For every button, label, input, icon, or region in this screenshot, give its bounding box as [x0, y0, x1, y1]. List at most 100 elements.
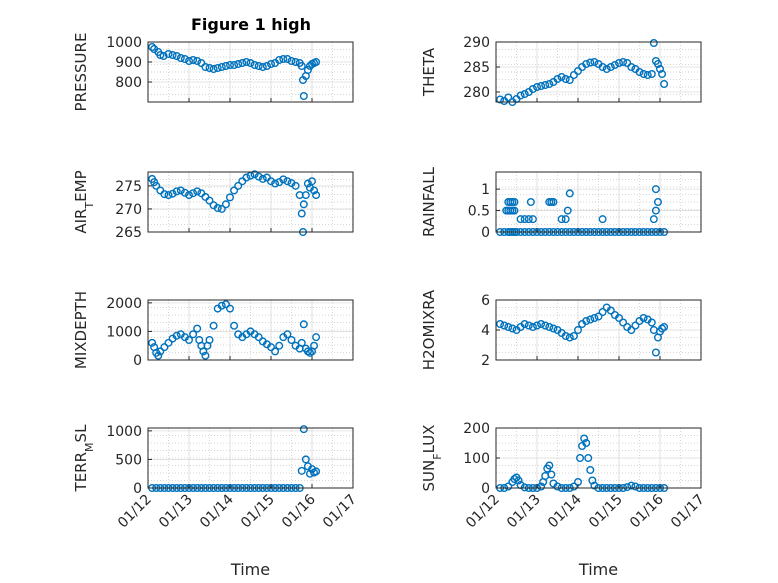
axes-box	[147, 299, 354, 361]
y-tick-label: 2	[481, 353, 490, 369]
data-point	[197, 59, 206, 68]
data-point	[154, 351, 163, 360]
data-point	[164, 50, 173, 59]
data-point	[159, 52, 168, 61]
data-point	[148, 338, 157, 347]
data-point	[504, 93, 513, 102]
data-point	[205, 336, 214, 345]
data-point	[250, 61, 259, 70]
data-point	[508, 324, 517, 333]
data-point	[639, 314, 648, 323]
x-tick-label: 01/12	[115, 492, 155, 532]
data-point	[510, 206, 519, 215]
data-point	[267, 60, 276, 69]
data-point	[533, 321, 542, 330]
axes-box	[147, 41, 354, 103]
data-point	[283, 330, 292, 339]
data-point	[565, 189, 574, 198]
y-axis-label: RAINFALL	[420, 166, 438, 237]
axes-box	[147, 427, 354, 489]
data-point	[217, 63, 226, 72]
data-point	[594, 312, 603, 321]
y-tick-label: 0	[481, 225, 490, 241]
data-point	[180, 55, 189, 64]
data-point	[627, 326, 636, 335]
data-point	[584, 454, 593, 463]
data-point	[658, 324, 667, 333]
data-point	[299, 200, 308, 209]
data-point	[569, 70, 578, 79]
data-point	[537, 482, 546, 491]
y-axis-label: AIRTEMP	[72, 170, 96, 233]
data-point	[582, 439, 591, 448]
data-point	[221, 62, 230, 71]
data-point	[297, 209, 306, 218]
y-tick-label: 0	[133, 481, 142, 497]
y-tick-label: 800	[115, 75, 142, 91]
x-tick-label: 01/14	[197, 491, 237, 531]
data-point	[590, 58, 599, 67]
data-point	[569, 482, 578, 491]
data-point	[213, 203, 222, 212]
data-point	[651, 348, 660, 357]
data-point	[520, 483, 529, 492]
data-point	[635, 67, 644, 76]
data-point	[310, 341, 319, 350]
subplot-theta: 280 285 290 THETA	[420, 35, 702, 106]
data-point	[649, 215, 658, 224]
data-point	[565, 75, 574, 84]
data-point	[520, 89, 529, 98]
data-point	[574, 326, 583, 335]
data-point	[651, 206, 660, 215]
data-point	[176, 186, 185, 195]
data-point	[230, 61, 239, 70]
x-tick-label: 01/16	[279, 491, 319, 531]
y-tick-label: 4	[481, 323, 490, 339]
y-tick-label: 1000	[106, 35, 142, 51]
data-point	[631, 482, 640, 491]
data-point	[647, 69, 656, 78]
y-tick-label: 265	[115, 225, 142, 241]
data-point	[213, 63, 222, 72]
data-point	[643, 70, 652, 79]
data-point	[516, 91, 525, 100]
y-tick-label: 900	[115, 55, 142, 71]
data-point	[520, 320, 529, 329]
data-point	[561, 215, 570, 224]
data-point	[553, 482, 562, 491]
data-point	[279, 175, 288, 184]
y-axis-label: THETA	[420, 47, 438, 97]
subplot-pressure: 800 900 1000 PRESSURE	[72, 33, 354, 111]
x-tick-label: 01/15	[586, 492, 626, 532]
axes-box	[495, 171, 702, 233]
data-point	[234, 60, 243, 69]
data-point	[586, 315, 595, 324]
data-point	[526, 197, 535, 206]
data-point	[524, 215, 533, 224]
data-point	[580, 434, 589, 443]
data-point	[230, 321, 239, 330]
data-point	[189, 330, 198, 339]
data-point	[649, 39, 658, 48]
data-point	[193, 324, 202, 333]
subplot-h2omixra: 2 4 6 H2OMIXRA	[420, 289, 702, 370]
data-point	[557, 72, 566, 81]
data-point	[299, 91, 308, 100]
y-tick-label: 0	[481, 481, 490, 497]
data-point	[164, 338, 173, 347]
data-point	[201, 63, 210, 72]
y-tick-label: 285	[463, 60, 490, 76]
data-point	[537, 81, 546, 90]
data-point	[301, 191, 310, 200]
data-point	[168, 51, 177, 60]
axes-box	[495, 41, 702, 103]
y-tick-label: 280	[463, 85, 490, 101]
y-axis-label: TERRMSL	[72, 424, 96, 493]
data-point	[615, 59, 624, 68]
data-point	[246, 59, 255, 68]
data-point	[504, 323, 513, 332]
subplot-sun_flux: 0 100 200 01/12 01/13 01/14 01/15 01/16 01/17 Tim…	[420, 421, 708, 579]
data-point	[221, 200, 230, 209]
data-point	[287, 336, 296, 345]
y-tick-label: 290	[463, 35, 490, 51]
